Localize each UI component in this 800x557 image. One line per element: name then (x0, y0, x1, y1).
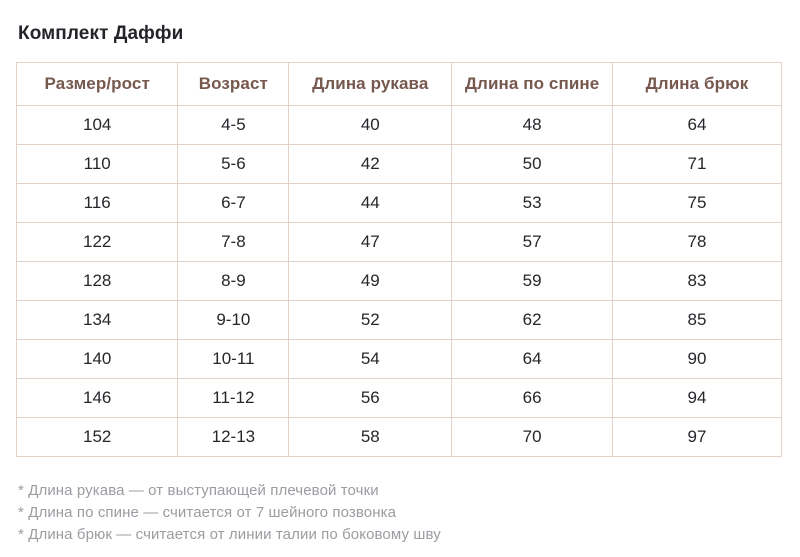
table-cell: 64 (611, 105, 783, 145)
table-cell: 42 (288, 144, 453, 184)
table-cell: 59 (451, 261, 613, 301)
table-cell: 83 (611, 261, 783, 301)
table-row: 104 4-5 40 48 64 (15, 105, 783, 145)
table-cell: 75 (611, 183, 783, 223)
table-cell: 8-9 (177, 261, 290, 301)
table-cell: 9-10 (177, 300, 290, 340)
table-cell: 50 (451, 144, 613, 184)
table-cell: 85 (611, 300, 783, 340)
table-row: 152 12-13 58 70 97 (15, 417, 783, 457)
table-cell: 53 (451, 183, 613, 223)
table-cell: 94 (611, 378, 783, 418)
column-header: Длина рукава (288, 62, 453, 106)
table-cell: 12-13 (177, 417, 290, 457)
size-chart-table: Размер/рост Возраст Длина рукава Длина по с… (15, 62, 783, 457)
footnotes: * Длина рукава — от выступающей плечевой… (16, 480, 784, 546)
table-cell: 66 (451, 378, 613, 418)
footnote-line: * Длина рукава — от выступающей плечевой… (18, 482, 379, 499)
table-cell: 11-12 (177, 378, 290, 418)
table-cell: 110 (15, 144, 179, 184)
table-row: 146 11-12 56 66 94 (15, 378, 783, 418)
table-cell: 44 (288, 183, 453, 223)
table-cell: 78 (611, 222, 783, 262)
table-cell: 48 (451, 105, 613, 145)
table-cell: 128 (15, 261, 179, 301)
footnote-line: * Длина по спине — считается от 7 шейног… (18, 504, 397, 521)
table-cell: 104 (15, 105, 179, 145)
table-cell: 10-11 (177, 339, 290, 379)
column-header: Размер/рост (15, 62, 179, 106)
table-cell: 52 (288, 300, 453, 340)
table-cell: 64 (451, 339, 613, 379)
table-cell: 62 (451, 300, 613, 340)
page-title: Комплект Даффи (18, 23, 184, 44)
table-cell: 70 (451, 417, 613, 457)
table-cell: 134 (15, 300, 179, 340)
table-cell: 152 (15, 417, 179, 457)
table-row: 134 9-10 52 62 85 (15, 300, 783, 340)
table-cell: 58 (288, 417, 453, 457)
table-cell: 90 (611, 339, 783, 379)
table-cell: 40 (288, 105, 453, 145)
table-cell: 97 (611, 417, 783, 457)
table-header-row: Размер/рост Возраст Длина рукава Длина по с… (15, 62, 783, 106)
table-cell: 6-7 (177, 183, 290, 223)
table-cell: 47 (288, 222, 453, 262)
table-row: 122 7-8 47 57 78 (15, 222, 783, 262)
table-cell: 57 (451, 222, 613, 262)
table-cell: 4-5 (177, 105, 290, 145)
column-header: Длина по спине (451, 62, 613, 106)
table-cell: 5-6 (177, 144, 290, 184)
table-body: 104 4-5 40 48 64 110 5-6 42 50 71 116 6-7 44 53 75 122 7… (15, 105, 783, 457)
footnote-line: * Длина брюк — считается от линии талии … (18, 526, 441, 543)
table-cell: 122 (15, 222, 179, 262)
table-cell: 146 (15, 378, 179, 418)
table-cell: 49 (288, 261, 453, 301)
column-header: Длина брюк (611, 62, 783, 106)
table-cell: 140 (15, 339, 179, 379)
column-header: Возраст (177, 62, 290, 106)
table-cell: 71 (611, 144, 783, 184)
table-row: 116 6-7 44 53 75 (15, 183, 783, 223)
table-cell: 7-8 (177, 222, 290, 262)
table-cell: 56 (288, 378, 453, 418)
table-cell: 54 (288, 339, 453, 379)
table-row: 140 10-11 54 64 90 (15, 339, 783, 379)
table-row: 128 8-9 49 59 83 (15, 261, 783, 301)
table-cell: 116 (15, 183, 179, 223)
table-row: 110 5-6 42 50 71 (15, 144, 783, 184)
